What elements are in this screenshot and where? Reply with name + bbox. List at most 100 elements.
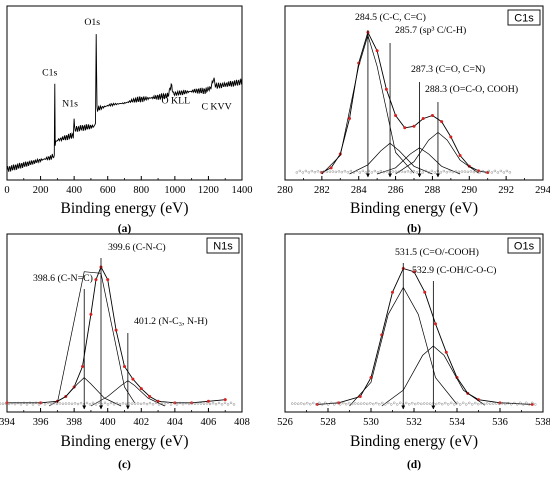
background-scan-point bbox=[507, 401, 510, 405]
background-scan-point bbox=[480, 401, 483, 405]
background-scan-point bbox=[76, 402, 80, 406]
x-tick-label: 290 bbox=[461, 185, 477, 196]
background-scan-point bbox=[226, 403, 230, 406]
background-scan-point bbox=[205, 402, 209, 405]
x-tick-label: 406 bbox=[201, 417, 217, 428]
background-scan-point bbox=[379, 169, 383, 173]
background-scan-point bbox=[504, 402, 507, 406]
background-scan-point bbox=[433, 171, 437, 174]
background-scan-point bbox=[28, 401, 32, 405]
background-scan-point bbox=[460, 170, 464, 173]
envelope-data-point bbox=[449, 135, 453, 139]
background-scan-point bbox=[370, 171, 374, 174]
background-scan-point bbox=[429, 402, 432, 405]
background-scan-point bbox=[313, 170, 317, 174]
x-tick-label: 600 bbox=[100, 185, 116, 196]
envelope-data-point bbox=[206, 399, 210, 403]
background-scan-point bbox=[58, 402, 62, 405]
background-scan-point bbox=[91, 401, 95, 405]
x-tick-label: 538 bbox=[535, 417, 550, 428]
background-scan-point bbox=[358, 171, 362, 174]
background-scan-point bbox=[139, 402, 143, 406]
background-scan-point bbox=[193, 402, 197, 406]
background-scan-point bbox=[453, 403, 456, 406]
background-scan-point bbox=[172, 401, 176, 405]
background-scan-point bbox=[316, 170, 320, 173]
background-scan-point bbox=[382, 170, 386, 174]
background-scan-point bbox=[499, 169, 503, 173]
n1s-envelope bbox=[7, 265, 226, 404]
envelope-data-point bbox=[423, 290, 427, 294]
background-scan-point bbox=[331, 170, 335, 173]
background-scan-point bbox=[414, 402, 417, 406]
envelope-data-point bbox=[394, 113, 398, 117]
background-scan-point bbox=[321, 403, 324, 406]
background-scan-point bbox=[525, 401, 528, 405]
background-scan-point bbox=[202, 402, 206, 406]
envelope-data-point bbox=[358, 395, 362, 399]
background-scan-point bbox=[430, 169, 434, 173]
background-scan-point bbox=[396, 403, 399, 406]
background-scan-point bbox=[184, 401, 188, 405]
background-scan-point bbox=[373, 169, 377, 173]
background-scan-point bbox=[55, 402, 59, 406]
background-scan-point bbox=[67, 402, 71, 405]
plot-frame bbox=[6, 5, 243, 181]
background-scan-point bbox=[328, 170, 332, 173]
background-scan-point bbox=[4, 402, 8, 405]
background-scan-point bbox=[307, 171, 311, 174]
x-axis-label: Binding energy (eV) bbox=[61, 200, 189, 217]
background-scan-point bbox=[211, 401, 215, 405]
x-tick-label: 530 bbox=[363, 417, 379, 428]
background-scan-point bbox=[493, 169, 497, 173]
envelope-data-point bbox=[391, 290, 394, 294]
x-axis-label: Binding energy (eV) bbox=[350, 200, 478, 217]
envelope-data-point bbox=[106, 278, 110, 282]
background-scan-point bbox=[16, 401, 20, 405]
background-scan-point bbox=[346, 171, 350, 174]
background-scan-point bbox=[343, 169, 347, 173]
background-scan-point bbox=[309, 402, 312, 406]
peak-annotation: 288.3 (O=C-O, COOH) bbox=[425, 84, 518, 95]
background-scan-point bbox=[130, 402, 134, 405]
c1s-peak-287-3 bbox=[376, 147, 461, 175]
background-scan-point bbox=[345, 402, 348, 406]
background-scan-point bbox=[417, 402, 420, 405]
background-scan-point bbox=[163, 403, 167, 406]
background-scan-point bbox=[178, 401, 182, 405]
background-scan-point bbox=[349, 169, 353, 173]
n1s-peak-399-6 bbox=[57, 271, 135, 403]
background-scan-point bbox=[394, 170, 398, 173]
background-scan-point bbox=[463, 170, 467, 173]
c1s-envelope bbox=[321, 31, 488, 173]
background-scan-point bbox=[166, 401, 170, 405]
envelope-data-point bbox=[348, 117, 351, 121]
x-tick-label: 536 bbox=[492, 417, 508, 428]
background-scan-point bbox=[406, 170, 410, 173]
background-scan-point bbox=[34, 401, 38, 405]
envelope-data-point bbox=[375, 49, 379, 53]
background-scan-point bbox=[438, 401, 441, 405]
background-scan-point bbox=[465, 403, 468, 406]
background-scan-point bbox=[136, 402, 140, 405]
background-scan-point bbox=[112, 403, 116, 406]
background-scan-point bbox=[199, 402, 203, 405]
x-tick-label: 534 bbox=[449, 417, 466, 428]
background-scan-point bbox=[360, 402, 363, 405]
peak-annotation: 399.6 (C-N-C) bbox=[108, 242, 166, 253]
x-tick-label: 528 bbox=[320, 417, 336, 428]
panel-a: 0 200 400 600 800 1000 1200 1400 Binding energy … bbox=[4, 5, 253, 235]
envelope-data-point bbox=[434, 322, 437, 326]
panel-b: 280 282 284 286 288 290 292 294 Binding energy (… bbox=[277, 5, 550, 235]
background-scan-point bbox=[312, 401, 315, 405]
background-scan-point bbox=[510, 402, 513, 406]
envelope-data-point bbox=[421, 117, 425, 121]
x-tick-label: 294 bbox=[535, 185, 550, 196]
background-scan-point bbox=[25, 403, 29, 406]
background-scan-point bbox=[439, 171, 443, 174]
background-scan-point bbox=[13, 402, 17, 406]
background-scan-point bbox=[375, 401, 378, 405]
background-scan-point bbox=[61, 402, 65, 406]
background-scan-point bbox=[450, 401, 453, 405]
background-scan-point bbox=[70, 402, 74, 406]
